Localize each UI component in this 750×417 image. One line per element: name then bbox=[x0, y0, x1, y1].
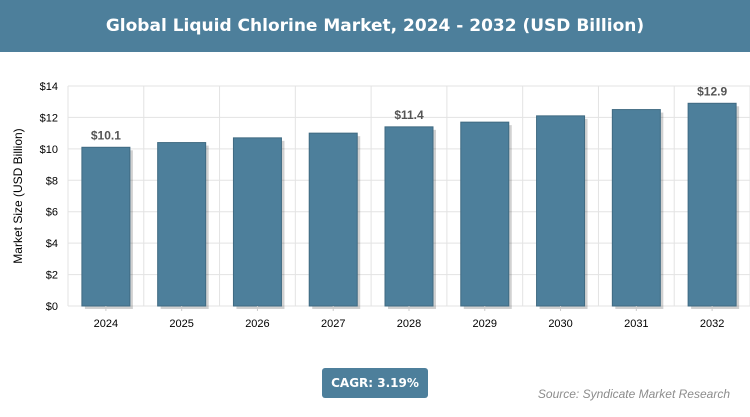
bar-2024 bbox=[81, 146, 131, 307]
x-tick-label: 2025 bbox=[169, 318, 193, 330]
bar-2029 bbox=[460, 121, 510, 307]
y-tick-label: $0 bbox=[46, 301, 58, 313]
bar-2027 bbox=[308, 132, 358, 307]
y-tick-label: $4 bbox=[46, 238, 58, 250]
x-tick-label: 2030 bbox=[548, 318, 572, 330]
bars bbox=[81, 102, 740, 310]
bar-2028 bbox=[384, 126, 434, 307]
bar-2025 bbox=[157, 142, 207, 307]
chart-title: Global Liquid Chlorine Market, 2024 - 20… bbox=[0, 0, 750, 52]
data-label: $10.1 bbox=[91, 128, 121, 142]
bar-2030 bbox=[536, 115, 586, 307]
cagr-badge: CAGR: 3.19% bbox=[322, 368, 428, 398]
y-tick-label: $14 bbox=[40, 81, 58, 93]
bar-2032 bbox=[687, 102, 737, 307]
x-ticks: 2024 2025 2026 2027 2028 2029 2030 2031 2032 bbox=[94, 306, 724, 330]
y-axis-label: Market Size (USD Billion) bbox=[11, 128, 25, 263]
x-tick-label: 2029 bbox=[473, 318, 497, 330]
x-tick-label: 2031 bbox=[624, 318, 648, 330]
y-ticks: $0 $2 $4 $6 $8 $10 $12 $14 bbox=[40, 81, 58, 313]
bar-2031 bbox=[611, 109, 661, 307]
x-tick-label: 2032 bbox=[700, 318, 724, 330]
bar-2026 bbox=[232, 137, 282, 307]
x-tick-label: 2024 bbox=[94, 318, 118, 330]
y-tick-label: $10 bbox=[40, 144, 58, 156]
y-tick-label: $8 bbox=[46, 175, 58, 187]
y-tick-label: $12 bbox=[40, 112, 58, 124]
x-tick-label: 2028 bbox=[397, 318, 421, 330]
y-tick-label: $2 bbox=[46, 270, 58, 282]
data-labels: $10.1 $11.4 $12.9 bbox=[91, 84, 728, 142]
data-label: $11.4 bbox=[394, 108, 424, 122]
y-tick-label: $6 bbox=[46, 207, 58, 219]
data-label: $12.9 bbox=[697, 84, 727, 98]
x-tick-label: 2027 bbox=[321, 318, 345, 330]
x-tick-label: 2026 bbox=[245, 318, 269, 330]
source-note: Source: Syndicate Market Research bbox=[537, 387, 730, 401]
